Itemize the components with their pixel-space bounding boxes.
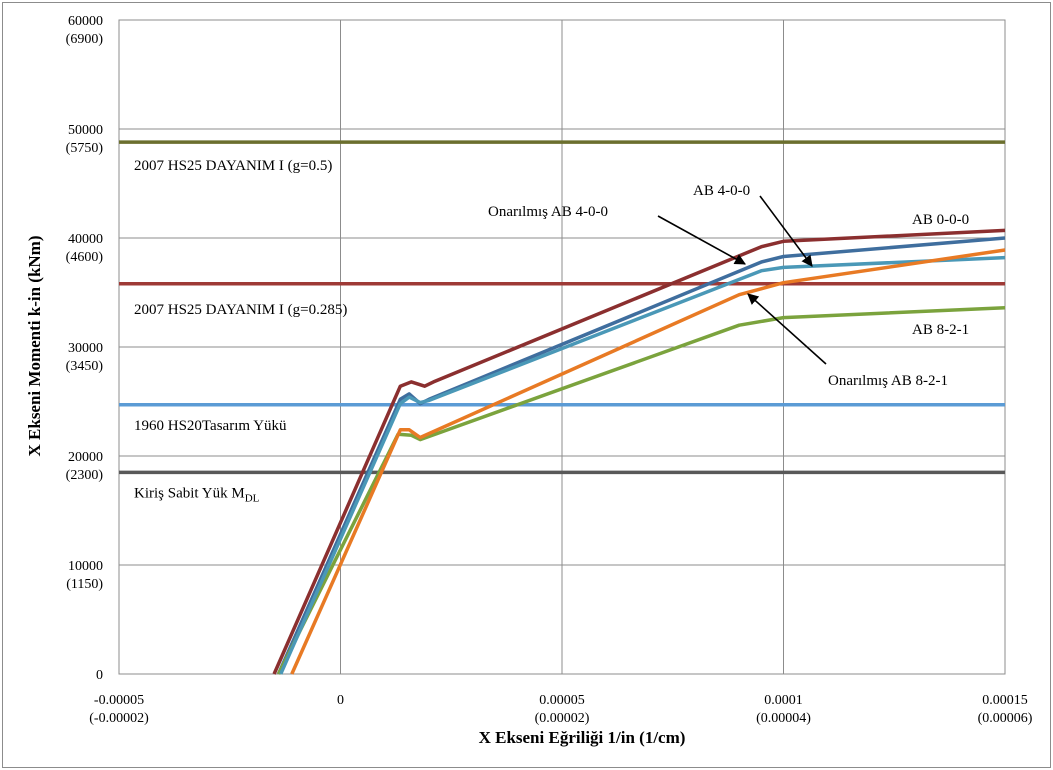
y-tick-label: 20000: [68, 450, 103, 465]
x-tick-sublabel: (0.00006): [978, 711, 1033, 726]
y-axis-title: X Ekseni Momenti k-in (kNm): [25, 235, 44, 456]
x-tick-label: -0.00005: [94, 693, 144, 708]
reference-line-label: Kiriş Sabit Yük MDL: [134, 485, 260, 504]
x-tick-label: 0: [337, 693, 344, 708]
x-tick-label: 0.00005: [539, 693, 585, 708]
x-tick-sublabel: (0.00004): [756, 711, 811, 726]
series-line: [272, 228, 1006, 675]
series-lines: [272, 228, 1006, 675]
reference-line-label: 1960 HS20Tasarım Yükü: [134, 418, 287, 434]
grid: [118, 19, 1006, 675]
y-tick-label: 30000: [68, 341, 103, 356]
x-tick-sublabel: (0.00002): [535, 711, 590, 726]
reference-line-label: 2007 HS25 DAYANIM I (g=0.5): [134, 158, 332, 174]
y-tick-label: 60000: [68, 14, 103, 29]
y-tick-sublabel: (3450): [66, 359, 104, 374]
annotations: AB 4-0-0 AB 0-0-0 Onarılmış AB 4-0-0 AB 8-2…: [488, 183, 969, 389]
x-tick-label: 0.00015: [982, 693, 1028, 708]
y-tick-label: 0: [96, 668, 103, 683]
y-tick-label: 40000: [68, 232, 103, 247]
series-line: [279, 255, 1006, 675]
annotation-label: Onarılmış AB 8-2-1: [828, 373, 948, 389]
annotation-label: Onarılmış AB 4-0-0: [488, 204, 608, 220]
annotation-arrow: [657, 215, 746, 265]
x-tick-label: 0.0001: [764, 693, 803, 708]
y-tick-sublabel: (2300): [66, 468, 104, 483]
y-tick-sublabel: (6900): [66, 32, 104, 47]
reference-line-label: 2007 HS25 DAYANIM I (g=0.285): [134, 302, 347, 318]
tick-labels: 0 10000 (1150) 20000 (2300) 30000 (3450) 40000 (…: [66, 14, 1033, 726]
y-tick-label: 10000: [68, 559, 103, 574]
x-tick-sublabel: (-0.00002): [89, 711, 149, 726]
series-line: [276, 306, 1006, 675]
y-tick-sublabel: (1150): [66, 577, 103, 592]
y-tick-sublabel: (4600): [66, 250, 104, 265]
annotation-arrow: [759, 195, 813, 267]
reference-lines: 2007 HS25 DAYANIM I (g=0.5) 2007 HS25 DAY…: [119, 140, 1005, 504]
annotation-label: AB 8-2-1: [912, 322, 969, 338]
x-axis-title: X Ekseni Eğriliği 1/in (1/cm): [479, 728, 686, 747]
annotation-arrow: [747, 293, 827, 365]
series-line: [290, 248, 1006, 675]
annotation-label: AB 0-0-0: [912, 212, 969, 228]
y-tick-sublabel: (5750): [66, 141, 104, 156]
y-tick-label: 50000: [68, 123, 103, 138]
annotation-label: AB 4-0-0: [693, 183, 750, 199]
